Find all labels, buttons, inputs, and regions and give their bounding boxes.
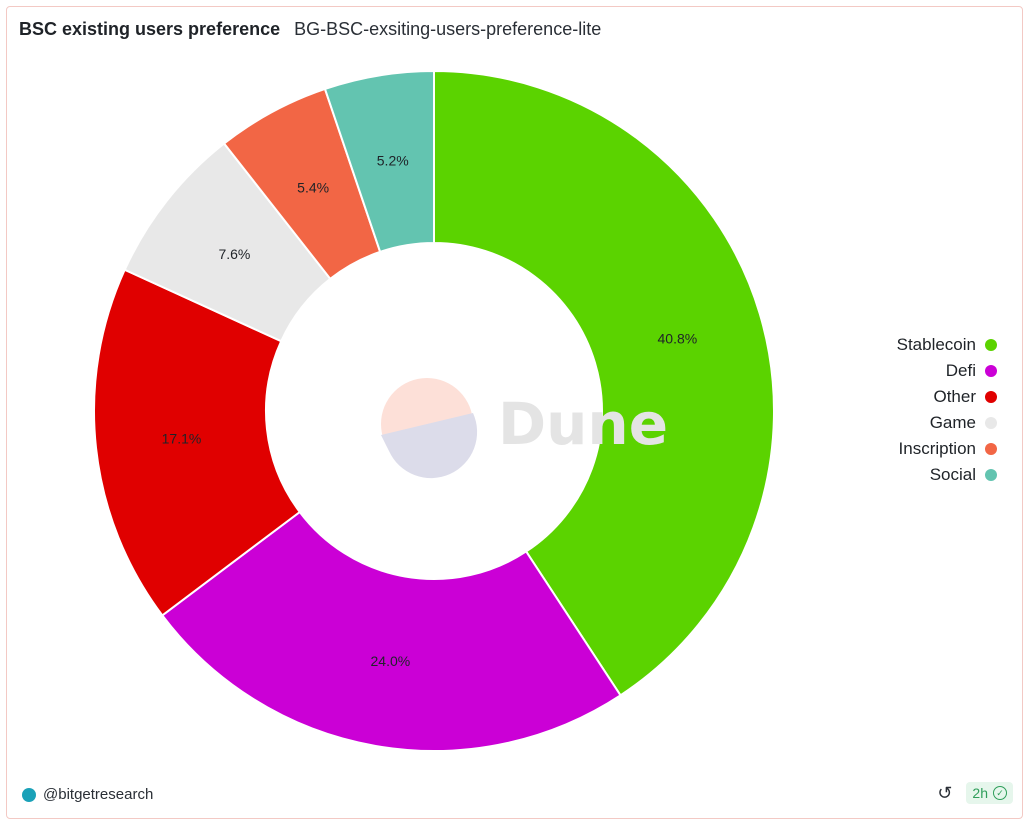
- chart-header: BSC existing users preference BG-BSC-exs…: [19, 19, 601, 40]
- legend-swatch: [985, 338, 997, 351]
- legend-item-inscription[interactable]: Inscription: [899, 439, 997, 458]
- footer-actions: ↺ 2h ✓: [937, 782, 1013, 804]
- author-link[interactable]: @bitgetresearch: [22, 786, 153, 803]
- legend-item-game[interactable]: Game: [930, 413, 997, 432]
- check-circle-icon: ✓: [993, 786, 1007, 800]
- bitget-avatar-icon: [22, 787, 36, 802]
- slice-defi[interactable]: [160, 510, 622, 752]
- legend-label: Game: [929, 412, 976, 432]
- age-text: 2h: [972, 785, 988, 801]
- legend-item-defi[interactable]: Defi: [946, 361, 997, 380]
- refresh-icon[interactable]: ↺: [937, 783, 953, 803]
- legend-label: Other: [933, 386, 976, 406]
- slice-label-stablecoin: 40.8%: [658, 330, 698, 346]
- slice-label-game: 7.6%: [218, 246, 250, 262]
- slice-label-inscription: 5.4%: [297, 180, 329, 196]
- legend-swatch: [985, 442, 997, 455]
- watermark-text: Dune: [498, 390, 668, 458]
- slice-label-other: 17.1%: [162, 430, 202, 446]
- dune-logo-lower-icon: [381, 413, 478, 479]
- chart-title[interactable]: BSC existing users preference: [19, 19, 281, 39]
- legend-label: Defi: [945, 360, 976, 380]
- author-name: @bitgetresearch: [43, 786, 154, 803]
- legend-swatch: [985, 416, 997, 429]
- slice-stablecoin[interactable]: [433, 69, 775, 697]
- legend-swatch: [985, 468, 997, 481]
- slice-label-defi: 24.0%: [371, 653, 411, 669]
- slice-social[interactable]: [323, 69, 435, 254]
- age-badge[interactable]: 2h ✓: [966, 782, 1013, 804]
- slices-layer: [93, 69, 775, 752]
- dune-watermark: Dune: [381, 378, 668, 479]
- legend-item-other[interactable]: Other: [933, 387, 997, 406]
- slice-other[interactable]: [93, 268, 302, 617]
- legend-label: Stablecoin: [896, 334, 976, 354]
- legend-swatch: [985, 364, 997, 377]
- chart-legend: Stablecoin Defi Other Game Inscription Social: [897, 335, 997, 484]
- legend-swatch: [985, 390, 997, 403]
- labels-layer: 40.8% 24.0% 17.1% 7.6% 5.4% 5.2%: [162, 152, 698, 669]
- slice-label-social: 5.2%: [377, 152, 409, 168]
- legend-item-stablecoin[interactable]: Stablecoin: [897, 335, 997, 354]
- query-name[interactable]: BG-BSC-exsiting-users-preference-lite: [294, 19, 602, 39]
- legend-item-social[interactable]: Social: [930, 465, 997, 484]
- legend-label: Inscription: [898, 438, 976, 458]
- legend-label: Social: [929, 464, 976, 484]
